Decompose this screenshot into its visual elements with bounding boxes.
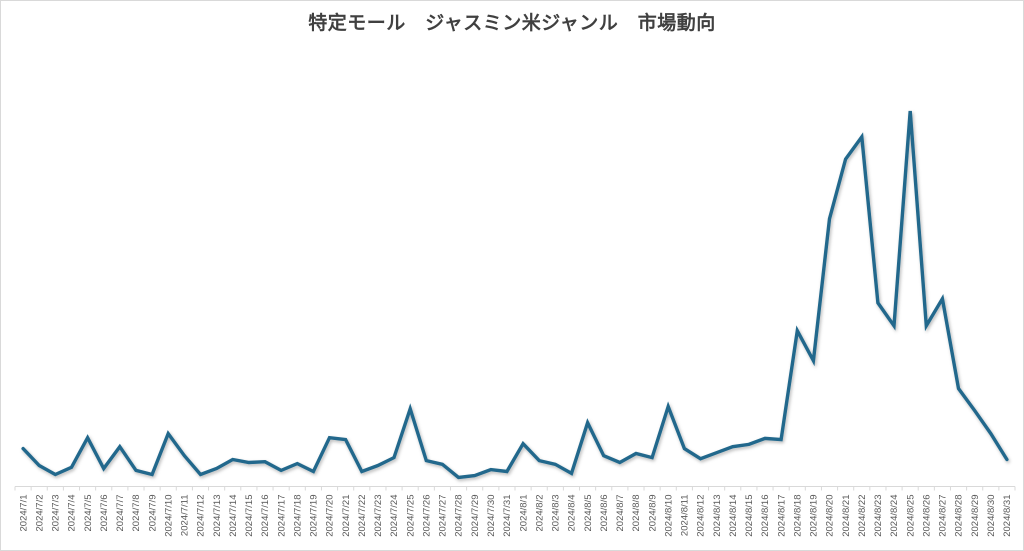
x-axis-label: 2024/7/20 [325,495,336,537]
x-axis-label: 2024/8/30 [986,495,997,537]
x-axis-ticks [14,486,1016,491]
x-axis-label: 2024/8/4 [567,495,578,532]
x-axis-label: 2024/7/21 [341,495,352,537]
chart-title: 特定モール ジャスミン米ジャンル 市場動向 [308,13,716,34]
x-axis-label: 2024/8/5 [583,495,594,532]
x-axis-label: 2024/8/9 [647,495,658,532]
x-axis-label: 2024/7/3 [51,495,62,532]
x-axis-label: 2024/7/2 [34,495,45,532]
x-axis-label: 2024/7/27 [438,495,449,537]
x-axis-label: 2024/8/16 [760,495,771,537]
x-axis-label: 2024/7/9 [147,495,158,532]
x-axis-label: 2024/8/25 [905,495,916,537]
x-axis-label: 2024/8/28 [954,495,965,537]
x-axis-label: 2024/7/23 [373,495,384,537]
x-axis-label: 2024/8/10 [663,495,674,537]
x-axis-label: 2024/7/11 [180,495,191,537]
x-axis-label: 2024/7/8 [131,495,142,532]
x-axis-label: 2024/8/26 [921,495,932,537]
x-axis-label: 2024/8/14 [728,495,739,537]
x-axis-label: 2024/7/25 [405,495,416,537]
x-axis-label: 2024/8/3 [551,495,562,532]
x-axis-label: 2024/8/29 [970,495,981,537]
x-axis-label: 2024/8/12 [696,495,707,537]
x-axis-label: 2024/7/17 [276,495,287,537]
x-axis-label: 2024/7/1 [18,495,29,532]
x-axis-label: 2024/7/5 [83,495,94,532]
x-axis-labels: 2024/7/1 2024/7/2 2024/7/3 2024/7/4 2024/7/5… [18,495,1013,537]
x-axis-label: 2024/8/27 [938,495,949,537]
x-axis-label: 2024/7/19 [309,495,320,537]
x-axis-label: 2024/8/7 [615,495,626,532]
x-axis-label: 2024/7/13 [212,495,223,537]
x-axis-label: 2024/8/18 [792,495,803,537]
x-axis-label: 2024/7/7 [115,495,126,532]
x-axis-label: 2024/8/11 [680,495,691,537]
x-axis-label: 2024/8/24 [889,495,900,537]
x-axis-label: 2024/7/6 [99,495,110,532]
x-axis-label: 2024/8/17 [776,495,787,537]
x-axis-label: 2024/8/19 [809,495,820,537]
x-axis-label: 2024/8/8 [631,495,642,532]
x-axis-label: 2024/7/26 [421,495,432,537]
x-axis-label: 2024/8/20 [825,495,836,537]
x-axis-label: 2024/7/31 [502,495,513,537]
x-axis-label: 2024/7/24 [389,495,400,537]
x-axis-label: 2024/7/10 [163,495,174,537]
x-axis-label: 2024/7/28 [454,495,465,537]
x-axis-label: 2024/8/31 [1002,495,1013,537]
x-axis-label: 2024/7/18 [292,495,303,537]
x-axis-label: 2024/8/1 [518,495,529,532]
series-line [21,110,1009,480]
x-axis-label: 2024/8/6 [599,495,610,532]
x-axis-label: 2024/7/29 [470,495,481,537]
x-axis-label: 2024/8/13 [712,495,723,537]
x-axis-label: 2024/8/23 [873,495,884,537]
x-axis-label: 2024/7/15 [244,495,255,537]
x-axis-label: 2024/7/4 [67,495,78,532]
x-axis-label: 2024/8/15 [744,495,755,537]
x-axis-label: 2024/8/21 [841,495,852,537]
x-axis-label: 2024/7/16 [260,495,271,537]
x-axis-label: 2024/7/12 [196,495,207,537]
x-axis-label: 2024/7/14 [228,495,239,537]
x-axis-label: 2024/8/2 [534,495,545,532]
x-axis-label: 2024/7/30 [486,495,497,537]
x-axis-label: 2024/7/22 [357,495,368,537]
x-axis-label: 2024/8/22 [857,495,868,537]
